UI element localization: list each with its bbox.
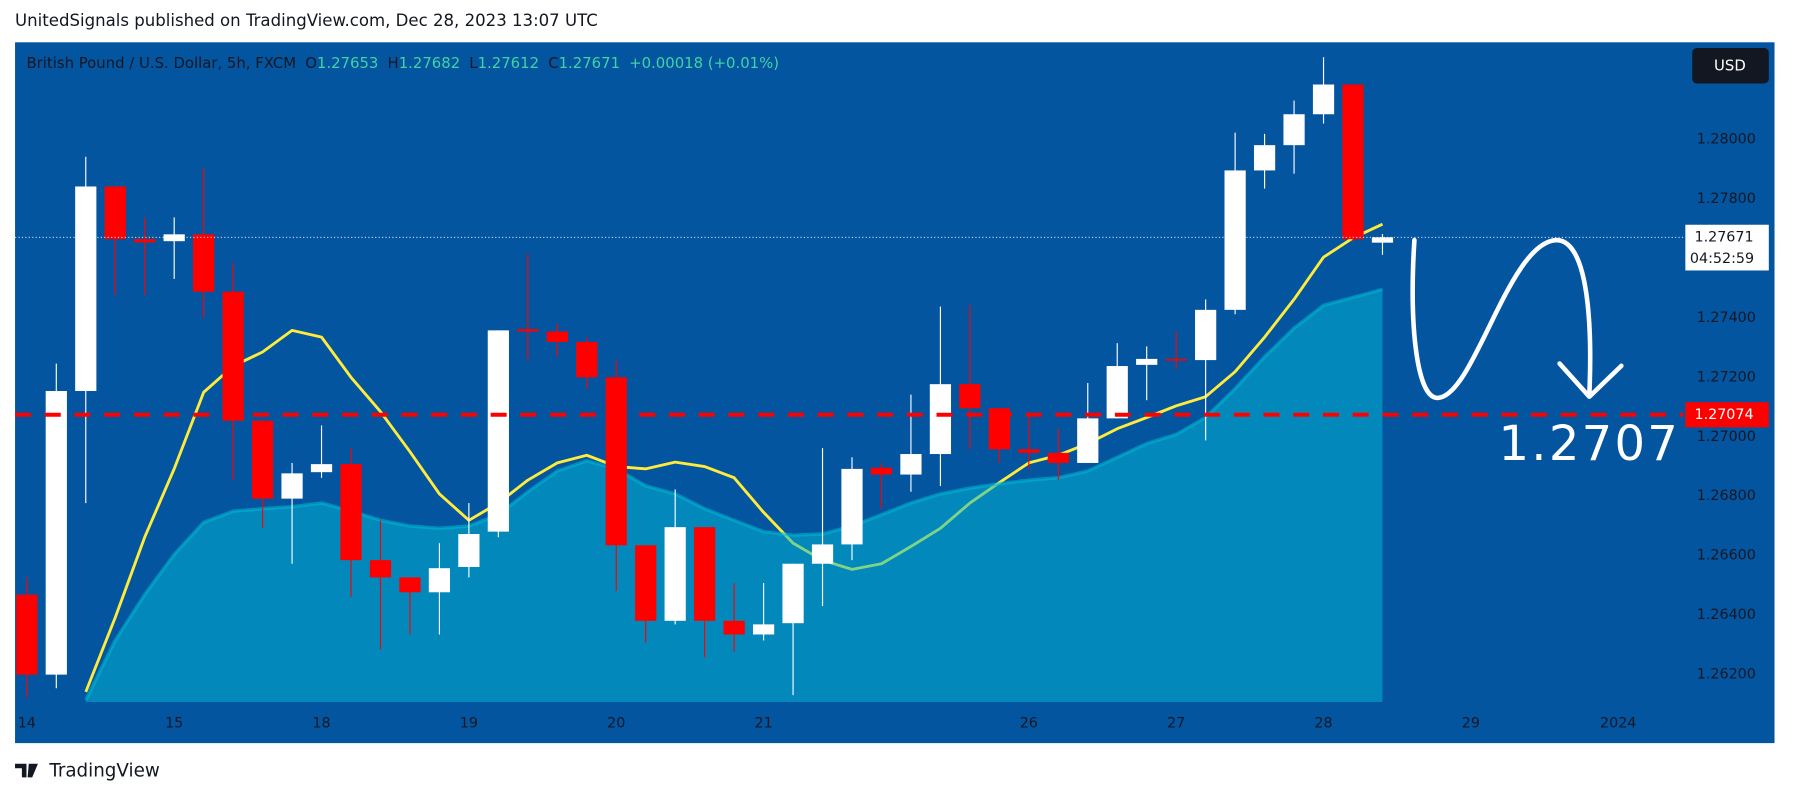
- x-tick-label: 19: [460, 716, 478, 732]
- last-price-box: [1685, 224, 1769, 271]
- publish-header: UnitedSignals published on TradingView.c…: [15, 11, 598, 30]
- candle-body: [546, 331, 568, 342]
- y-tick-label: 1.26400: [1697, 607, 1756, 623]
- candle-body: [959, 384, 981, 409]
- x-tick-label: 14: [18, 716, 36, 732]
- candle-body: [1018, 449, 1040, 453]
- candle-body: [811, 544, 834, 564]
- ohlc-label: H: [388, 54, 399, 72]
- candle-body: [1047, 452, 1069, 463]
- candle-body: [605, 377, 627, 546]
- candle-body: [694, 527, 716, 621]
- x-tick-label: 28: [1314, 716, 1332, 732]
- y-tick-label: 1.26800: [1697, 488, 1756, 504]
- y-tick-label: 1.27000: [1697, 429, 1756, 445]
- y-tick-label: 1.27400: [1697, 310, 1756, 326]
- candle-body: [1195, 309, 1217, 361]
- y-tick-label: 1.26600: [1697, 548, 1756, 564]
- candle-body: [1371, 237, 1394, 243]
- x-tick-label: 18: [312, 716, 330, 732]
- candle-body: [870, 467, 893, 475]
- tv-logo: [15, 763, 38, 778]
- candle-body: [841, 468, 863, 545]
- candle-body: [1224, 170, 1246, 310]
- y-tick-label: 1.26200: [1697, 667, 1756, 683]
- y-tick-label: 1.27200: [1697, 369, 1756, 385]
- x-tick-label: 29: [1462, 716, 1480, 732]
- drawn-arrow: [1410, 237, 1593, 401]
- candle-body: [929, 384, 952, 455]
- candle-body: [281, 473, 303, 499]
- candle-body: [45, 391, 67, 675]
- x-tick-label: 21: [754, 716, 772, 732]
- candle-body: [635, 545, 657, 621]
- candle-body: [664, 527, 686, 621]
- candle-body: [428, 568, 451, 593]
- candle-body: [458, 534, 480, 568]
- currency-label[interactable]: USD: [1714, 56, 1746, 74]
- candle-body: [752, 624, 775, 635]
- level-label: 1.27074: [1695, 407, 1754, 423]
- symbol: British Pound / U.S. Dollar, 5h, FXCM: [26, 54, 296, 72]
- candle-body: [310, 464, 333, 473]
- last-price-label: 1.27671: [1695, 229, 1754, 245]
- x-tick-label: 15: [165, 716, 183, 732]
- candle-body: [222, 291, 244, 421]
- candle-body: [723, 620, 745, 635]
- candle-body: [399, 577, 421, 593]
- level-box: [1685, 402, 1769, 428]
- candle-body: [988, 408, 1010, 450]
- plot-area: British Pound / U.S. Dollar, 5h, FXCM O1.…: [15, 54, 1769, 732]
- candle-body: [900, 454, 922, 475]
- change: +0.00018 (+0.01%): [629, 54, 779, 72]
- candle-body: [1136, 358, 1158, 365]
- candle-body: [340, 464, 362, 561]
- candle-body: [1312, 84, 1335, 115]
- legend: British Pound / U.S. Dollar, 5h, FXCM O1.…: [26, 54, 779, 72]
- candle-body: [1077, 418, 1099, 463]
- currency-button[interactable]: [1692, 48, 1769, 84]
- candle-body: [369, 560, 392, 578]
- ohlc-value: 1.27671: [559, 54, 620, 72]
- candle-body: [134, 239, 156, 243]
- candle-body: [193, 234, 215, 292]
- candle-body: [1165, 358, 1187, 361]
- x-tick-label: 20: [607, 716, 625, 732]
- ohlc-label: O: [305, 54, 317, 72]
- candle-body: [1106, 366, 1128, 419]
- ohlc-label: L: [469, 54, 478, 72]
- candle-body: [1253, 145, 1276, 171]
- ohlc-label: C: [548, 54, 558, 72]
- x-tick-label: 27: [1167, 716, 1185, 732]
- y-tick-label: 1.27800: [1697, 191, 1756, 207]
- ma-line: [84, 287, 1383, 701]
- ohlc-value: 1.27612: [478, 54, 539, 72]
- candle-body: [16, 594, 38, 675]
- candle-body: [487, 330, 509, 532]
- candle-body: [75, 186, 97, 392]
- candle-body: [104, 186, 126, 240]
- ohlc-value: 1.27653: [317, 54, 378, 72]
- candle-body: [163, 234, 185, 242]
- candle-body: [782, 563, 804, 624]
- x-tick-label: 26: [1020, 716, 1038, 732]
- candle-body: [576, 341, 598, 378]
- ohlc-value: 1.27682: [399, 54, 460, 72]
- footer-brand: TradingView: [48, 761, 160, 782]
- candle-body: [1342, 84, 1364, 240]
- candle-body: [517, 329, 539, 332]
- y-tick-label: 1.28000: [1697, 132, 1756, 148]
- candle-body: [251, 420, 274, 499]
- countdown: 04:52:59: [1690, 251, 1754, 267]
- target-annotation: 1.2707: [1498, 416, 1680, 472]
- arrow-head: [1557, 361, 1624, 399]
- ma-line: [84, 222, 1384, 693]
- candle-body: [1283, 114, 1305, 146]
- x-tick-label: 2024: [1600, 716, 1636, 732]
